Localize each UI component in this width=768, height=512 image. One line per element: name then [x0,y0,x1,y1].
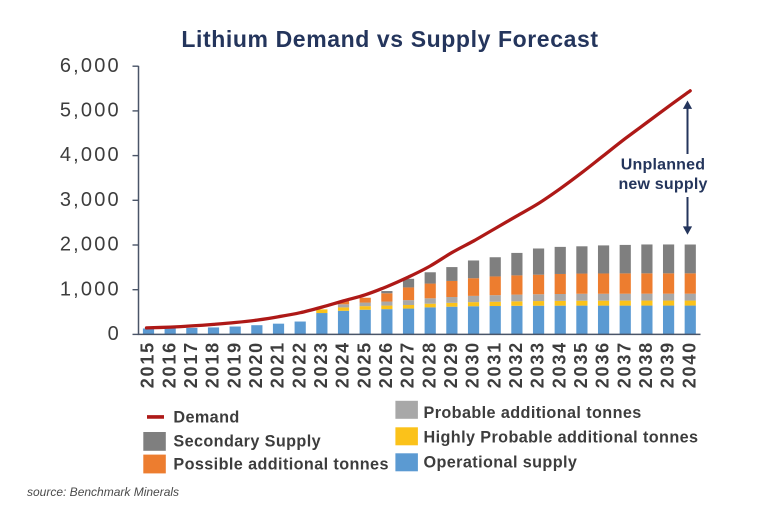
svg-text:2016: 2016 [159,341,179,388]
svg-text:2020: 2020 [246,341,266,388]
svg-text:Demand: Demand [173,408,239,426]
svg-text:2032: 2032 [506,341,526,388]
svg-text:new supply: new supply [618,176,707,193]
svg-text:6,000: 6,000 [60,55,121,77]
svg-text:Lithium Demand vs Supply Forec: Lithium Demand vs Supply Forecast [181,26,598,52]
svg-text:1,000: 1,000 [60,278,121,300]
svg-text:2025: 2025 [354,341,374,388]
svg-text:Operational supply: Operational supply [424,454,578,472]
svg-text:2027: 2027 [398,341,418,388]
svg-text:2037: 2037 [614,341,634,388]
svg-text:3,000: 3,000 [60,189,121,211]
svg-text:2031: 2031 [484,341,504,388]
svg-text:2040: 2040 [679,341,699,388]
svg-text:2034: 2034 [549,341,569,388]
svg-text:source: Benchmark Minerals: source: Benchmark Minerals [27,485,179,499]
svg-text:Probable additional tonnes: Probable additional tonnes [424,404,642,422]
svg-text:2022: 2022 [289,341,309,388]
svg-text:2038: 2038 [636,341,656,388]
svg-text:4,000: 4,000 [60,144,121,166]
svg-text:0: 0 [108,323,121,345]
svg-text:2019: 2019 [224,341,244,388]
svg-text:2023: 2023 [311,341,331,388]
svg-text:2030: 2030 [463,341,483,388]
svg-text:2015: 2015 [138,341,158,388]
svg-text:5,000: 5,000 [60,100,121,122]
svg-text:Secondary Supply: Secondary Supply [173,433,321,451]
svg-text:2018: 2018 [203,341,223,388]
svg-text:Possible additional tonnes: Possible additional tonnes [173,456,388,474]
svg-text:2039: 2039 [658,341,678,388]
svg-text:2036: 2036 [593,341,613,388]
svg-text:2017: 2017 [181,341,201,388]
svg-text:2021: 2021 [268,341,288,388]
svg-text:Highly Probable additional ton: Highly Probable additional tonnes [424,428,699,446]
svg-text:Unplanned: Unplanned [621,157,705,174]
svg-text:2028: 2028 [419,341,439,388]
svg-text:2033: 2033 [528,341,548,388]
svg-text:2,000: 2,000 [60,234,121,256]
svg-text:2029: 2029 [441,341,461,388]
svg-text:2024: 2024 [333,341,353,388]
svg-text:2026: 2026 [376,341,396,388]
svg-text:2035: 2035 [571,341,591,388]
